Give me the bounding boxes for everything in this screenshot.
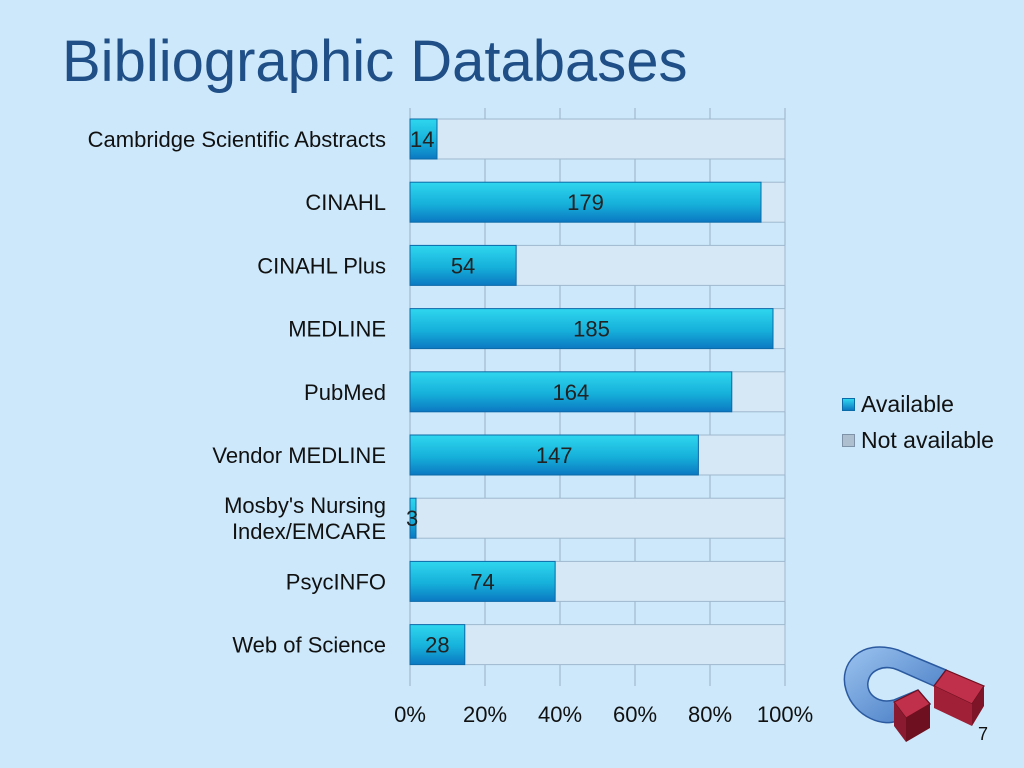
bar-not-available <box>436 118 786 160</box>
legend: Available Not available <box>842 386 994 458</box>
bar-available <box>409 371 733 413</box>
x-tick-label: 0% <box>394 702 426 727</box>
x-tick-label: 80% <box>688 702 732 727</box>
data-label: 185 <box>573 317 610 342</box>
category-label: Vendor MEDLINE <box>212 443 386 468</box>
data-label: 179 <box>567 190 604 215</box>
bar-not-available <box>760 181 786 223</box>
data-label: 3 <box>406 506 418 531</box>
category-label: CINAHL Plus <box>257 253 386 278</box>
category-label: PubMed <box>304 380 386 405</box>
category-label: PsycINFO <box>286 569 386 594</box>
legend-swatch-available <box>842 397 855 411</box>
bar-not-available <box>772 308 786 350</box>
bar-not-available <box>731 371 786 413</box>
data-label: 54 <box>451 253 475 278</box>
bar-not-available <box>515 244 786 286</box>
x-tick-label: 60% <box>613 702 657 727</box>
x-tick-label: 20% <box>463 702 507 727</box>
bar-not-available <box>554 560 786 602</box>
data-label: 74 <box>470 569 494 594</box>
bar-not-available <box>464 624 786 666</box>
bars <box>409 118 786 666</box>
x-tick-label: 40% <box>538 702 582 727</box>
category-label: Mosby's Nursing <box>224 493 386 518</box>
bar-available <box>409 181 762 223</box>
bar-available <box>409 308 774 350</box>
data-label: 147 <box>536 443 573 468</box>
bar-available <box>409 118 438 160</box>
bar-not-available <box>697 434 786 476</box>
page-number: 7 <box>978 724 989 744</box>
category-label: CINAHL <box>305 190 386 215</box>
x-tick-label: 100% <box>757 702 813 727</box>
bar-available <box>409 624 466 666</box>
data-label: 164 <box>553 380 590 405</box>
labels: 0% 20% 40% 60% 80% 100% 14 Cambridge Scientific… <box>88 127 813 727</box>
category-label: MEDLINE <box>288 317 386 342</box>
legend-label-available: Available <box>861 390 954 417</box>
bar-not-available <box>415 497 786 539</box>
legend-item-not-available: Not available <box>842 422 994 458</box>
bar-available <box>409 560 556 602</box>
bar-available <box>409 244 517 286</box>
bar-available <box>409 434 699 476</box>
legend-item-available: Available <box>842 386 994 422</box>
legend-swatch-not-available <box>842 433 855 447</box>
page-title: Bibliographic Databases <box>62 29 688 94</box>
category-label: Web of Science <box>232 633 386 658</box>
legend-label-not-available: Not available <box>861 426 994 453</box>
bar-available <box>409 497 417 539</box>
magnet-icon <box>843 646 985 742</box>
category-label: Cambridge Scientific Abstracts <box>88 127 386 152</box>
data-label: 14 <box>410 127 434 152</box>
category-label: Index/EMCARE <box>232 519 386 544</box>
data-label: 28 <box>425 633 449 658</box>
